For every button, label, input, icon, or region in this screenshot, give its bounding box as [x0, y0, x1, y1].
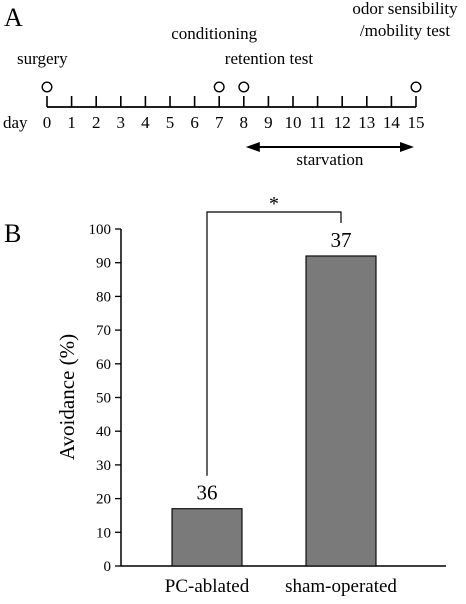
category-label: sham-operated	[285, 576, 397, 597]
y-tick-label: 50	[96, 391, 111, 407]
y-tick-label: 70	[96, 323, 111, 339]
day-tick-label: 3	[117, 113, 126, 132]
starvation-period: starvation	[245, 142, 414, 169]
event-marker	[41, 81, 53, 93]
y-axis-title: Avoidance (%)	[55, 334, 79, 460]
day-tick-label: 7	[215, 113, 224, 132]
day-tick-label: 11	[309, 113, 325, 132]
day-tick-label: 15	[408, 113, 425, 132]
event-label: surgery	[17, 49, 68, 68]
category-label: PC-ablated	[165, 576, 250, 597]
event-label: /mobility test	[360, 21, 450, 40]
y-tick-label: 0	[104, 559, 112, 575]
y-tick-label: 60	[96, 357, 111, 373]
significance-asterisk: *	[269, 193, 279, 215]
day-tick-label: 2	[92, 113, 101, 132]
y-tick-label: 100	[89, 222, 112, 238]
bar	[171, 508, 243, 567]
day-tick-label: 4	[141, 113, 150, 132]
day-tick-label: 14	[383, 113, 401, 132]
significance-bracket	[206, 211, 342, 476]
panel-b-label: B	[4, 219, 21, 248]
day-tick-label: 12	[334, 113, 351, 132]
y-tick-label: 90	[96, 256, 111, 272]
y-tick-label: 10	[96, 525, 111, 541]
panel-a-label: A	[4, 3, 23, 32]
y-tick-label: 30	[96, 458, 111, 474]
bar-chart: Avoidance (%) 0 10 20 30 40 50 60 70 80 90 100 36 3…	[55, 193, 446, 597]
bar-count-label: 36	[197, 481, 218, 505]
arrowhead-right-icon	[400, 142, 414, 152]
y-tick-label: 80	[96, 289, 111, 305]
day-tick-label: 13	[358, 113, 375, 132]
day-tick-label: 6	[190, 113, 199, 132]
day-label: day	[3, 113, 28, 132]
event-marker	[410, 81, 422, 93]
arrowhead-left-icon	[245, 142, 260, 152]
day-tick-label: 9	[264, 113, 273, 132]
day-tick-label: 10	[285, 113, 302, 132]
day-tick-label: 1	[67, 113, 76, 132]
bar	[305, 255, 377, 567]
event-label: odor sensibility	[352, 0, 458, 18]
starvation-label: starvation	[296, 150, 364, 169]
day-tick-label: 8	[240, 113, 249, 132]
event-label: retention test	[225, 49, 314, 68]
event-marker	[213, 81, 225, 93]
day-tick-label: 0	[43, 113, 52, 132]
bar-count-label: 37	[331, 228, 352, 252]
event-marker	[238, 81, 250, 93]
timeline: day 0 1 2 3 4 5 6 7 8 9 10 11 12 13 14 15 surgerycondit…	[3, 0, 458, 132]
y-tick-label: 20	[96, 492, 111, 508]
y-tick-label: 40	[96, 424, 111, 440]
event-label: conditioning	[171, 24, 257, 43]
day-tick-label: 5	[166, 113, 175, 132]
